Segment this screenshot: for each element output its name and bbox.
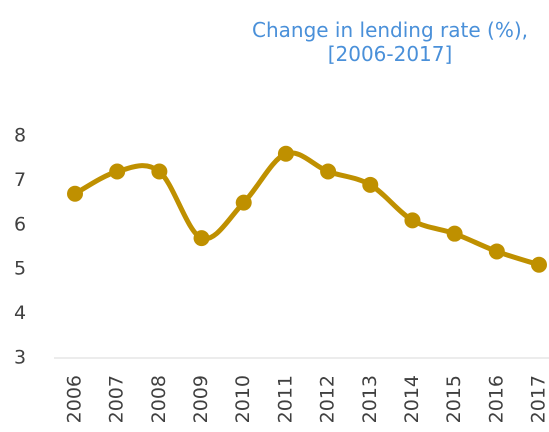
y-tick-label: 7: [14, 169, 26, 191]
y-tick-label: 4: [14, 302, 26, 324]
x-tick-label: 2014: [401, 375, 423, 423]
x-tick-label: 2007: [106, 375, 128, 423]
x-tick-label: 2015: [443, 375, 465, 423]
x-tick-label: 2008: [148, 375, 170, 423]
y-tick-label: 6: [14, 213, 26, 235]
marker: [531, 256, 547, 273]
marker: [235, 194, 252, 211]
chart-title: Change in lending rate (%), [2006-2017]: [252, 18, 528, 66]
x-tick-label: 2012: [317, 375, 339, 423]
marker: [362, 176, 379, 193]
x-tick-label: 2017: [528, 375, 549, 423]
line: [73, 150, 540, 268]
marker: [193, 230, 210, 247]
y-tick-label: 5: [14, 258, 26, 280]
x-tick-label: 2016: [485, 375, 507, 423]
y-tick-label: 8: [14, 125, 26, 147]
marker: [277, 145, 294, 162]
x-tick-label: 2006: [64, 375, 86, 423]
y-tick-label: 3: [14, 347, 26, 369]
marker: [109, 163, 126, 180]
marker: [67, 185, 83, 202]
marker: [488, 243, 505, 260]
x-tick-label: 2010: [232, 375, 254, 423]
x-tick-label: 2013: [359, 375, 381, 423]
marker: [320, 163, 337, 180]
marker: [404, 212, 421, 229]
x-tick-label: 2011: [274, 375, 296, 423]
marker: [446, 225, 463, 242]
x-tick-label: 2009: [190, 375, 212, 423]
marker: [151, 163, 168, 180]
